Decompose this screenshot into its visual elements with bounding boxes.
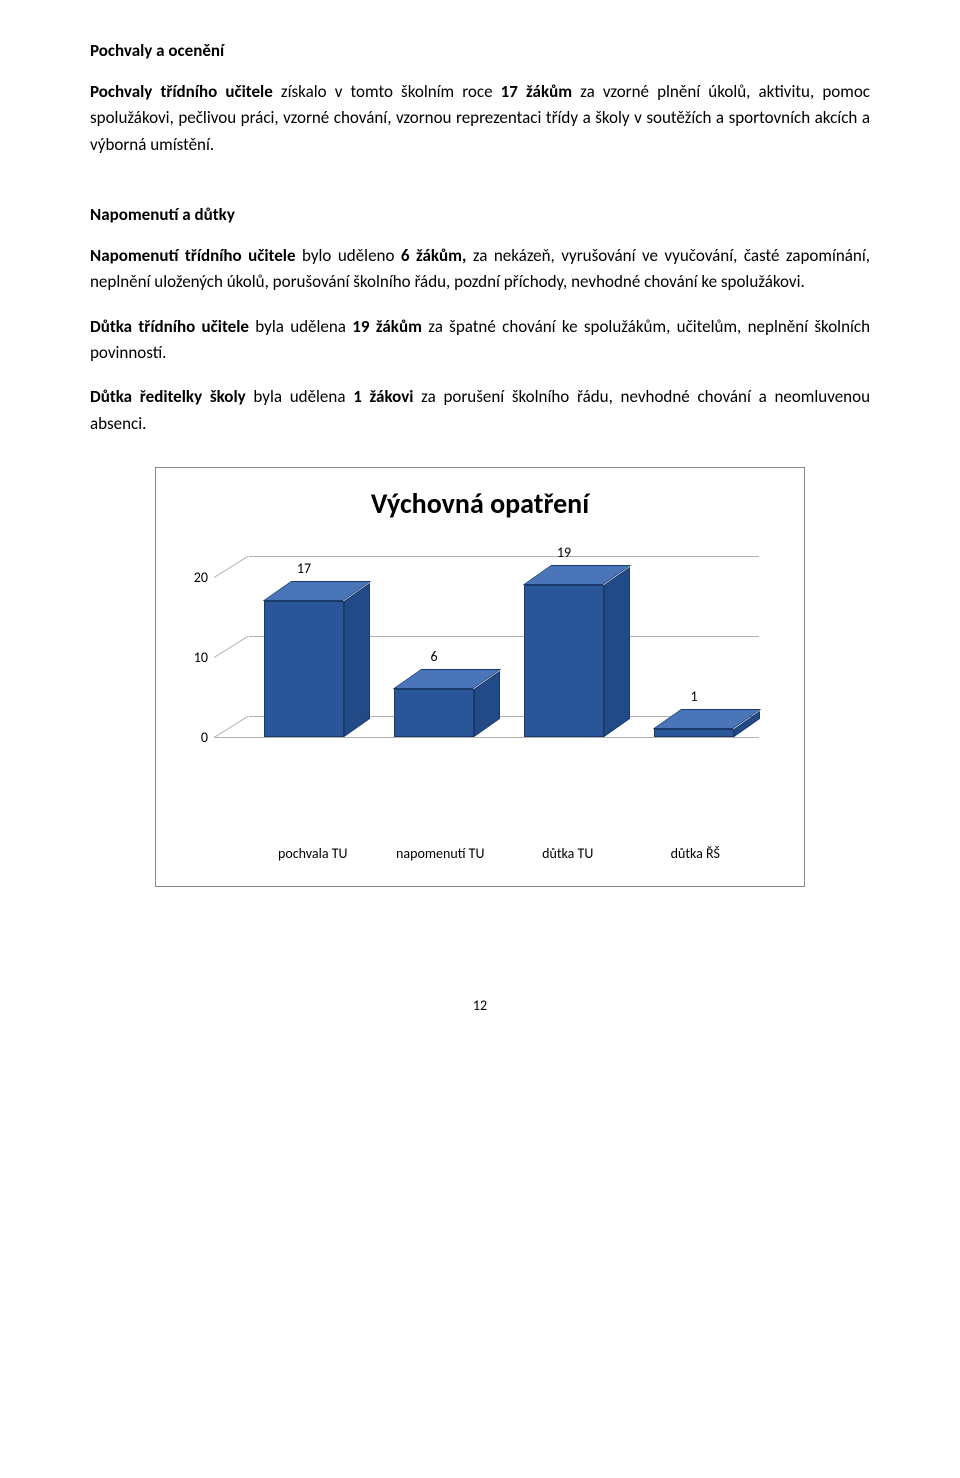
text: byla udělena	[246, 386, 354, 407]
paragraph-dutka-tu: Důtka třídního učitele byla udělena 19 ž…	[90, 314, 870, 367]
ytick-10: 10	[178, 649, 208, 666]
ytick-20: 20	[178, 569, 208, 586]
ytick-0: 0	[178, 729, 208, 746]
bar-value: 1	[654, 688, 734, 705]
text: bylo uděleno	[296, 245, 401, 266]
gridline-depth	[214, 716, 248, 738]
bold-lead: Důtka ředitelky školy	[90, 386, 246, 407]
heading-napomenuti: Napomenutí a důtky	[90, 204, 870, 225]
chart-vychovna-opatreni: Výchovná opatření 20 10 0 17 6	[155, 467, 805, 887]
gridline	[249, 556, 759, 557]
text: získalo v tomto školním roce	[273, 81, 501, 102]
bar-value: 19	[524, 544, 604, 561]
bold-count: 19 žákům	[352, 316, 422, 337]
floor-front	[214, 737, 759, 738]
xlabel: důtka ŘŠ	[632, 846, 760, 863]
bar-value: 17	[264, 560, 344, 577]
bold-count: 6 žákům,	[401, 245, 467, 266]
bold-count: 17 žákům	[501, 81, 572, 102]
page-number: 12	[90, 997, 870, 1014]
bold-lead: Pochvaly třídního učitele	[90, 81, 273, 102]
bold-count: 1 žákovi	[353, 386, 413, 407]
paragraph-napomenuti: Napomenutí třídního učitele bylo uděleno…	[90, 243, 870, 296]
text: byla udělena	[249, 316, 352, 337]
chart-plot-area: 20 10 0 17 6	[214, 531, 774, 791]
gridline-depth	[214, 556, 248, 578]
xlabel: důtka TU	[504, 846, 632, 863]
heading-pochvaly: Pochvaly a ocenění	[90, 40, 870, 61]
gridline-depth	[214, 636, 248, 658]
bar-value: 6	[394, 648, 474, 665]
bold-lead: Napomenutí třídního učitele	[90, 245, 296, 266]
paragraph-pochvaly: Pochvaly třídního učitele získalo v tomt…	[90, 79, 870, 158]
xaxis: pochvala TU napomenutí TU důtka TU důtka…	[249, 846, 759, 863]
paragraph-dutka-rs: Důtka ředitelky školy byla udělena 1 žák…	[90, 384, 870, 437]
chart-title: Výchovná opatření	[174, 486, 786, 521]
bold-lead: Důtka třídního učitele	[90, 316, 249, 337]
xlabel: pochvala TU	[249, 846, 377, 863]
xlabel: napomenutí TU	[377, 846, 505, 863]
